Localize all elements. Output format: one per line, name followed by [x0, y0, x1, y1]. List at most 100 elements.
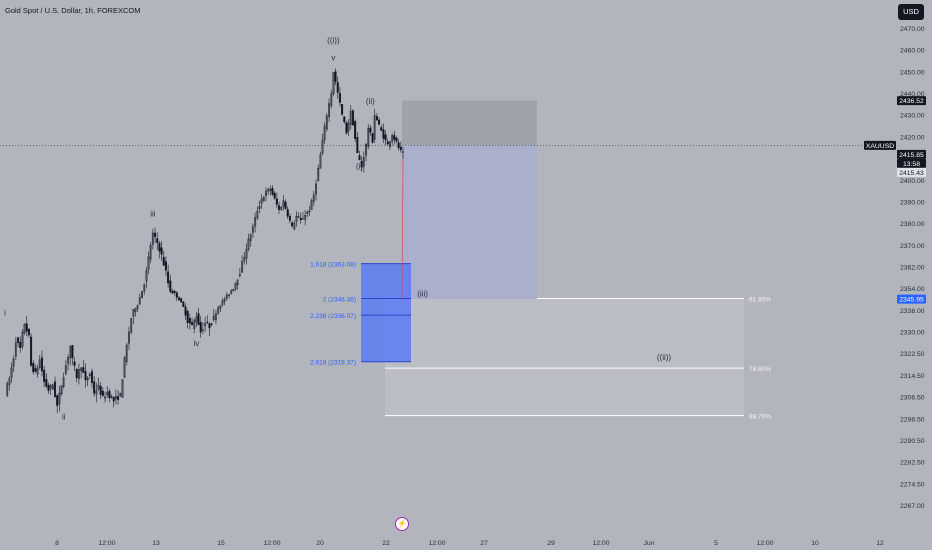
candle-body [99, 386, 102, 395]
candle-body [282, 200, 285, 207]
price-tag-label: 13:58 [903, 161, 920, 168]
candle-body [336, 82, 339, 93]
candle-body [267, 189, 270, 192]
price-tick-label: 2390.00 [900, 199, 925, 206]
candle-body [151, 232, 154, 245]
price-tag [897, 167, 926, 177]
candle-body [93, 381, 96, 394]
candle-body [210, 323, 213, 325]
candle-body [182, 301, 185, 307]
candle-body [204, 323, 207, 326]
time-tick-label: 10 [811, 540, 819, 547]
candle-body [288, 216, 291, 221]
candle-body [130, 318, 133, 333]
candle-body [273, 192, 276, 199]
candle-body [160, 247, 163, 255]
wave-label: (ii) [366, 97, 375, 106]
candle-body [301, 218, 304, 220]
candle-body [180, 298, 183, 303]
time-tick-label: 8 [55, 540, 59, 547]
time-tick-label: 12:00 [592, 540, 609, 547]
candle-body [154, 232, 157, 237]
price-line-layer [0, 145, 893, 299]
candle-body [141, 291, 144, 299]
candle-body [249, 234, 252, 241]
candle-body [371, 133, 374, 143]
price-tick-label: 2420.00 [900, 134, 925, 141]
candle-body [45, 379, 48, 387]
candle-body [369, 127, 372, 133]
candle-body [51, 384, 54, 390]
candle-body [264, 191, 267, 196]
candle-body [173, 290, 176, 293]
candle-body [317, 167, 320, 181]
candle-body [308, 210, 311, 212]
candle-body [251, 226, 254, 233]
candle-body [127, 331, 130, 344]
candle-body [349, 110, 352, 125]
candle-body [212, 315, 215, 320]
candle-body [106, 392, 109, 396]
candle-body [104, 396, 107, 399]
flash-icon[interactable]: ⚡ [395, 517, 409, 531]
candle-body [25, 323, 28, 332]
candle-body [380, 127, 383, 131]
candle-body [295, 216, 298, 222]
price-tick-label: 2354.00 [900, 286, 925, 293]
candle-body [47, 385, 50, 391]
candle-body [40, 357, 43, 372]
candle-body [167, 271, 170, 284]
candle-body [136, 305, 139, 309]
candle-body [123, 357, 126, 378]
candle-body [332, 72, 335, 95]
candle-body [354, 121, 357, 139]
candle-body [169, 280, 172, 292]
candle-body [188, 318, 191, 324]
candle-body [321, 139, 324, 154]
candle-body [247, 238, 250, 250]
candle-body [69, 345, 72, 359]
candle-body [110, 396, 113, 398]
candle-body [201, 329, 204, 331]
time-tick-label: Jun [644, 540, 655, 547]
candle-body [256, 210, 259, 219]
wave-label: ((i)) [327, 36, 340, 45]
candle-body [38, 359, 41, 368]
candle-body [43, 369, 46, 382]
time-tick-label: 29 [547, 540, 555, 547]
candle-body [358, 155, 361, 160]
candle-body [49, 384, 52, 389]
price-tick-label: 2380.00 [900, 221, 925, 228]
price-tag [897, 158, 926, 168]
price-tag [897, 96, 926, 106]
candle-body [30, 336, 33, 366]
time-tick-label: 12:00 [756, 540, 773, 547]
candle-body [293, 223, 296, 230]
candle-body [164, 261, 167, 271]
candle-body [328, 103, 331, 117]
candle-body [56, 395, 59, 406]
candle-body [158, 243, 161, 252]
candle-body [291, 222, 294, 227]
candle-body [84, 371, 87, 380]
price-tick-label: 2338.00 [900, 308, 925, 315]
price-tick-label: 2330.00 [900, 330, 925, 337]
candle-body [58, 392, 61, 405]
candle-body [230, 290, 233, 294]
candle-body [373, 115, 376, 140]
candle-body [312, 194, 315, 202]
candle-body [71, 345, 74, 358]
candle-body [343, 116, 346, 123]
candle-body [362, 157, 365, 167]
price-tick-label: 2282.50 [900, 460, 925, 467]
candle-body [245, 249, 248, 259]
candle-body [238, 274, 241, 276]
candle-body [75, 369, 78, 378]
fib-extension-box [361, 263, 411, 362]
candle-body [345, 122, 348, 134]
candle-body [95, 390, 98, 395]
currency-button[interactable]: USD [898, 4, 924, 20]
